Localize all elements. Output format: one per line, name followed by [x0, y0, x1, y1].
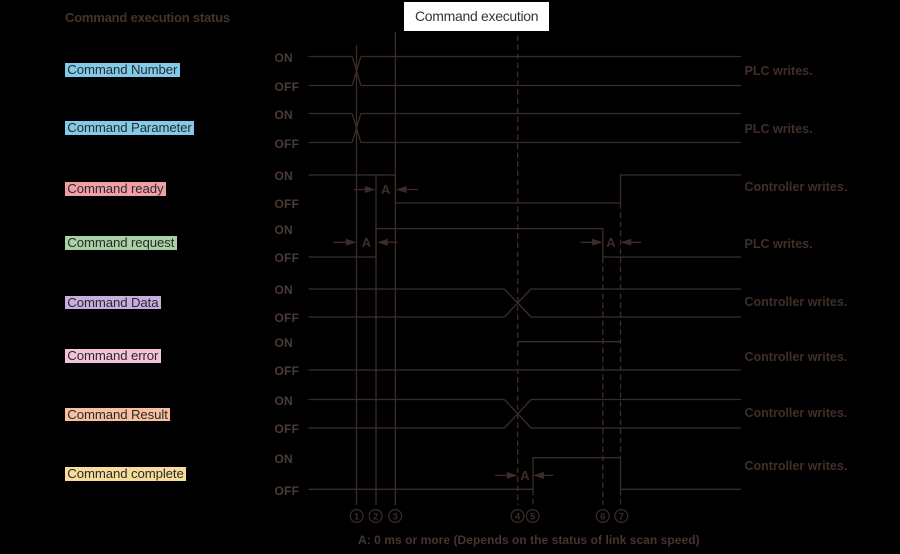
svg-text:2: 2: [373, 511, 378, 522]
svg-text:7: 7: [619, 511, 624, 522]
svg-text:6: 6: [600, 511, 605, 522]
svg-text:A: A: [606, 235, 616, 250]
svg-text:5: 5: [530, 511, 536, 522]
svg-text:A: A: [362, 235, 372, 250]
svg-text:3: 3: [393, 511, 398, 522]
svg-text:A: A: [381, 182, 391, 197]
svg-text:A: A: [520, 468, 530, 483]
svg-text:4: 4: [515, 511, 521, 522]
svg-text:1: 1: [354, 511, 360, 522]
